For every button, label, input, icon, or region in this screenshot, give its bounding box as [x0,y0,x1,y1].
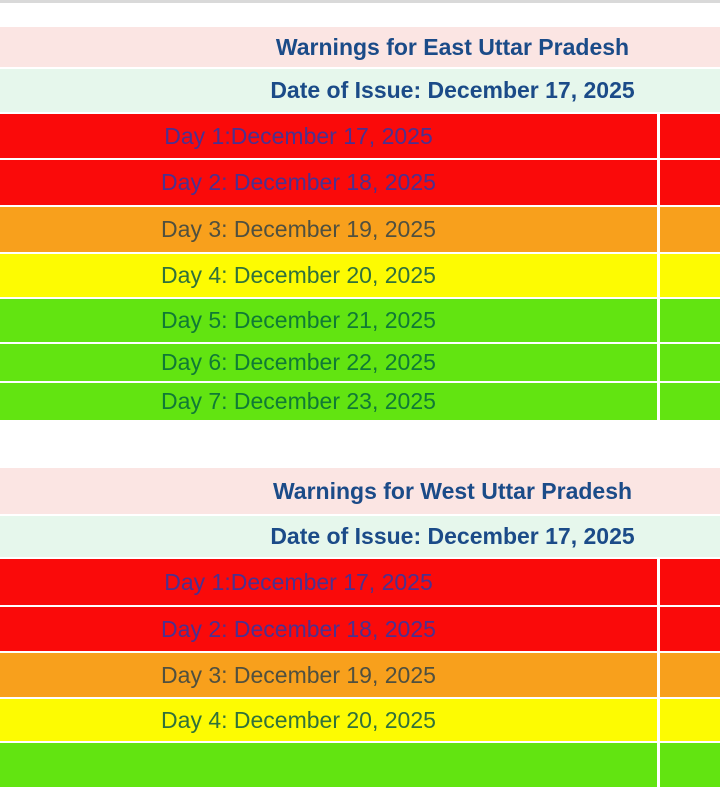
day-label-cell: Day 2: December 18, 2025 [0,607,657,651]
warnings-tables-container: Warnings for East Uttar Pradesh Date of … [0,27,720,787]
column-divider [657,254,660,297]
day-label: Day 2: December 18, 2025 [161,169,436,195]
day-row: Day 1:December 17, 2025 [0,114,720,158]
table-title: Warnings for East Uttar Pradesh [275,33,630,60]
day-label: Day 4: December 20, 2025 [161,262,436,288]
day-label: Day 1:December 17, 2025 [164,568,433,595]
warning-icon-cell [660,559,720,605]
date-of-issue: Date of Issue: December 17, 2025 [270,77,635,103]
day-row: Day 3: December 19, 2025 [0,653,720,697]
date-of-issue: Date of Issue: December 17, 2025 [270,523,635,549]
column-divider [657,160,660,205]
day-label-cell: Day 6: December 22, 2025 [0,344,657,381]
day-row: Day 1:December 17, 2025 [0,559,720,605]
warning-icon-cell [660,383,720,420]
day-rows: Day 1:December 17, 2025 Day 2: December … [0,114,720,420]
day-label: Day 4: December 20, 2025 [161,706,436,733]
day-row: Day 7: December 23, 2025 [0,383,720,420]
day-label: Day 1:December 17, 2025 [164,122,433,149]
day-label-cell [0,743,657,787]
column-divider [657,207,660,252]
warnings-table: Warnings for East Uttar Pradesh Date of … [0,27,720,420]
column-divider [657,114,660,158]
day-label-cell: Day 4: December 20, 2025 [0,254,657,297]
column-divider [657,344,660,381]
day-label-cell: Day 1:December 17, 2025 [0,559,657,605]
warning-icon-cell [660,607,720,651]
day-row: Day 4: December 20, 2025 [0,254,720,297]
day-label: Day 6: December 22, 2025 [161,349,436,375]
day-row: Day 2: December 18, 2025 [0,160,720,205]
table-title: Warnings for West Uttar Pradesh [272,477,633,504]
warning-icon-cell [660,699,720,741]
column-divider [657,653,660,697]
table-title-row: Warnings for East Uttar Pradesh [0,27,720,67]
warning-icon-cell [660,254,720,297]
warning-icon-cell [660,160,720,205]
warning-icon-cell [660,653,720,697]
column-divider [657,699,660,741]
warning-icon-cell [660,344,720,381]
day-row: Day 5: December 21, 2025 [0,299,720,342]
date-of-issue-row: Date of Issue: December 17, 2025 [0,69,720,112]
column-divider [657,383,660,420]
day-row: Day 2: December 18, 2025 [0,607,720,651]
day-row: Day 3: December 19, 2025 [0,207,720,252]
day-label-cell: Day 7: December 23, 2025 [0,383,657,420]
day-row: Day 4: December 20, 2025 [0,699,720,741]
day-label-cell: Day 2: December 18, 2025 [0,160,657,205]
column-divider [657,607,660,651]
day-label-cell: Day 1:December 17, 2025 [0,114,657,158]
day-row: Day 6: December 22, 2025 [0,344,720,381]
day-label-cell: Day 4: December 20, 2025 [0,699,657,741]
table-title-row: Warnings for West Uttar Pradesh [0,468,720,514]
day-rows: Day 1:December 17, 2025 Day 2: December … [0,559,720,787]
day-label: Day 3: December 19, 2025 [161,661,436,688]
date-of-issue-row: Date of Issue: December 17, 2025 [0,516,720,557]
column-divider [657,299,660,342]
warning-icon-cell [660,299,720,342]
top-spacer [0,3,720,27]
warnings-table: Warnings for West Uttar Pradesh Date of … [0,468,720,787]
warning-icon-cell [660,207,720,252]
day-label-cell: Day 5: December 21, 2025 [0,299,657,342]
day-label-cell: Day 3: December 19, 2025 [0,653,657,697]
day-label: Day 3: December 19, 2025 [161,216,436,242]
day-label: Day 2: December 18, 2025 [161,615,436,642]
column-divider [657,559,660,605]
warning-icon-cell [660,114,720,158]
day-label: Day 5: December 21, 2025 [161,307,436,333]
day-label-cell: Day 3: December 19, 2025 [0,207,657,252]
top-divider-line [0,0,720,3]
warning-icon-cell [660,743,720,787]
day-label: Day 7: December 23, 2025 [161,388,436,414]
day-row [0,743,720,787]
